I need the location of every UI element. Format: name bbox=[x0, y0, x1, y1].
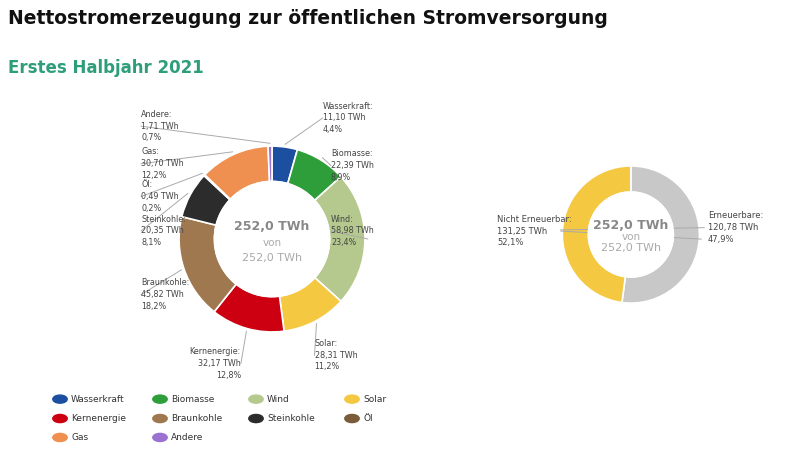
Text: Biomasse: Biomasse bbox=[171, 395, 214, 404]
Wedge shape bbox=[182, 175, 230, 225]
Text: Öl:
0,49 TWh
0,2%: Öl: 0,49 TWh 0,2% bbox=[141, 180, 178, 213]
Text: Solar: Solar bbox=[363, 395, 386, 404]
Wedge shape bbox=[268, 146, 272, 181]
Wedge shape bbox=[562, 166, 631, 303]
Text: Biomasse:
22,39 TWh
8,9%: Biomasse: 22,39 TWh 8,9% bbox=[331, 149, 374, 182]
Wedge shape bbox=[205, 146, 270, 199]
Text: 252,0 TWh: 252,0 TWh bbox=[601, 243, 661, 253]
Wedge shape bbox=[214, 284, 284, 332]
Text: Braunkohle: Braunkohle bbox=[171, 414, 222, 423]
Text: Kernenergie:
32,17 TWh
12,8%: Kernenergie: 32,17 TWh 12,8% bbox=[190, 347, 241, 380]
Text: von: von bbox=[262, 238, 282, 248]
Text: Solar:
28,31 TWh
11,2%: Solar: 28,31 TWh 11,2% bbox=[314, 339, 357, 372]
Text: 252,0 TWh: 252,0 TWh bbox=[593, 219, 669, 232]
Wedge shape bbox=[314, 177, 365, 301]
Wedge shape bbox=[288, 150, 341, 200]
Text: Braunkohle:
45,82 TWh
18,2%: Braunkohle: 45,82 TWh 18,2% bbox=[141, 278, 190, 311]
Text: Wind: Wind bbox=[267, 395, 290, 404]
Text: Steinkohle:
20,35 TWh
8,1%: Steinkohle: 20,35 TWh 8,1% bbox=[141, 215, 186, 247]
Text: Erneuerbare:
120,78 TWh
47,9%: Erneuerbare: 120,78 TWh 47,9% bbox=[708, 212, 763, 244]
Text: Andere: Andere bbox=[171, 433, 203, 442]
Text: Nicht Erneuerbar:
131,25 TWh
52,1%: Nicht Erneuerbar: 131,25 TWh 52,1% bbox=[497, 215, 572, 248]
Text: 252,0 TWh: 252,0 TWh bbox=[242, 253, 302, 262]
Text: Wasserkraft:
11,10 TWh
4,4%: Wasserkraft: 11,10 TWh 4,4% bbox=[322, 101, 374, 134]
Circle shape bbox=[588, 192, 674, 277]
Wedge shape bbox=[279, 278, 341, 331]
Text: Wasserkraft: Wasserkraft bbox=[71, 395, 125, 404]
Wedge shape bbox=[622, 166, 699, 303]
Text: Öl: Öl bbox=[363, 414, 373, 423]
Text: Erstes Halbjahr 2021: Erstes Halbjahr 2021 bbox=[8, 59, 204, 77]
Circle shape bbox=[214, 181, 330, 297]
Text: Gas: Gas bbox=[71, 433, 88, 442]
Text: Nettostromerzeugung zur öffentlichen Stromversorgung: Nettostromerzeugung zur öffentlichen Str… bbox=[8, 9, 608, 28]
Text: Andere:
1,71 TWh
0,7%: Andere: 1,71 TWh 0,7% bbox=[141, 110, 178, 143]
Text: von: von bbox=[622, 232, 641, 242]
Wedge shape bbox=[179, 216, 236, 312]
Text: Gas:
30,70 TWh
12,2%: Gas: 30,70 TWh 12,2% bbox=[141, 147, 184, 180]
Text: Kernenergie: Kernenergie bbox=[71, 414, 126, 423]
Wedge shape bbox=[272, 146, 298, 184]
Text: Wind:
58,98 TWh
23,4%: Wind: 58,98 TWh 23,4% bbox=[331, 215, 374, 247]
Wedge shape bbox=[204, 175, 230, 200]
Text: 252,0 TWh: 252,0 TWh bbox=[234, 221, 310, 234]
Text: Steinkohle: Steinkohle bbox=[267, 414, 315, 423]
